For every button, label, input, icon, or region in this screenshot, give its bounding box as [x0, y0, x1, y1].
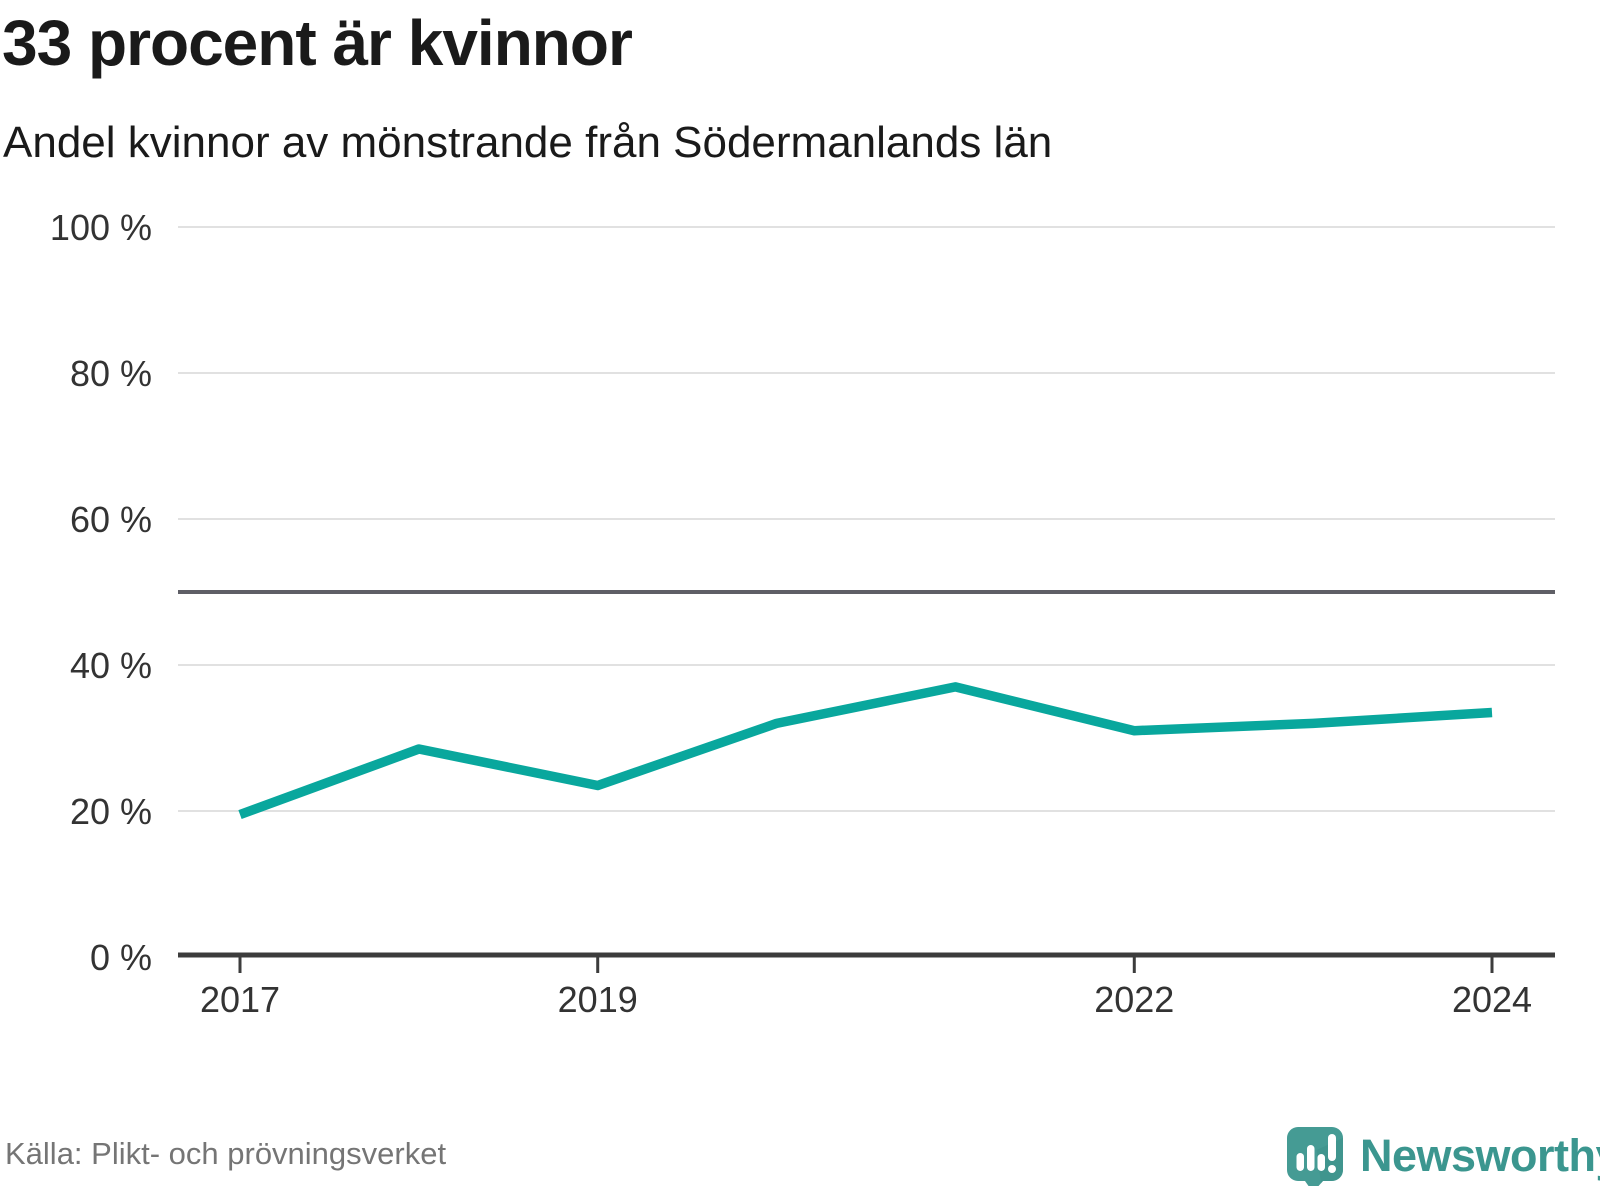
y-axis-tick-label: 40 %	[70, 645, 152, 686]
newsworthy-speech-bubble-chart-icon	[1287, 1127, 1343, 1186]
y-axis-tick-label: 60 %	[70, 499, 152, 540]
x-axis-tick-label: 2024	[1452, 979, 1532, 1020]
y-axis-tick-label: 0 %	[90, 937, 152, 978]
x-axis-tick-label: 2019	[558, 979, 638, 1020]
newsworthy-logo: Newsworthy	[1286, 1126, 1600, 1186]
logo-exclamation-bar	[1328, 1134, 1336, 1161]
page-title: 33 procent är kvinnor	[2, 7, 633, 79]
data-line-andel-kvinnor	[238, 682, 1493, 820]
x-axis-tick-label: 2022	[1094, 979, 1174, 1020]
y-axis-tick-label: 80 %	[70, 353, 152, 394]
x-axis-tick-label: 2017	[200, 979, 280, 1020]
source-note: Källa: Plikt- och prövningsverket	[5, 1136, 447, 1171]
logo-bar-1	[1296, 1153, 1304, 1171]
y-axis-tick-label: 100 %	[50, 207, 152, 248]
logo-bar-2	[1307, 1145, 1315, 1171]
logo-bar-3	[1317, 1154, 1325, 1171]
newsworthy-wordmark: Newsworthy	[1360, 1130, 1600, 1181]
logo-bubble-shade	[1316, 1138, 1343, 1184]
chart-subtitle: Andel kvinnor av mönstrande från Söderma…	[3, 118, 1053, 167]
logo-exclamation-dot	[1328, 1165, 1336, 1173]
y-axis-tick-label: 20 %	[70, 791, 152, 832]
